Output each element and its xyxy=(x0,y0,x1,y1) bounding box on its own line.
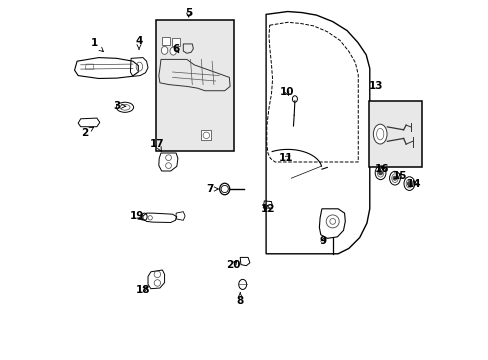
Bar xyxy=(368,101,421,167)
Text: 15: 15 xyxy=(392,171,407,181)
Text: 13: 13 xyxy=(368,81,383,91)
Ellipse shape xyxy=(373,124,386,144)
Text: 12: 12 xyxy=(260,204,275,214)
Text: 6: 6 xyxy=(172,44,180,54)
Text: 16: 16 xyxy=(374,164,388,174)
Text: 17: 17 xyxy=(150,139,164,152)
Text: 20: 20 xyxy=(226,260,241,270)
Text: 9: 9 xyxy=(319,236,326,246)
Bar xyxy=(201,130,211,140)
Circle shape xyxy=(392,176,396,180)
Text: 3: 3 xyxy=(113,101,126,111)
Ellipse shape xyxy=(376,128,383,140)
Bar xyxy=(162,37,169,45)
Text: 4: 4 xyxy=(135,36,142,49)
Circle shape xyxy=(378,171,382,175)
Bar xyxy=(156,20,233,151)
Text: 19: 19 xyxy=(130,211,144,221)
Ellipse shape xyxy=(170,47,176,55)
Text: 11: 11 xyxy=(278,153,292,163)
Text: 1: 1 xyxy=(90,38,103,51)
Text: 7: 7 xyxy=(206,184,218,194)
Ellipse shape xyxy=(161,46,167,54)
Text: 8: 8 xyxy=(236,293,244,306)
Text: 2: 2 xyxy=(81,127,93,138)
Bar xyxy=(171,38,179,46)
Text: 5: 5 xyxy=(184,8,192,18)
Text: 14: 14 xyxy=(407,179,421,189)
Text: 10: 10 xyxy=(279,87,294,97)
Circle shape xyxy=(407,182,410,185)
Text: 18: 18 xyxy=(136,285,150,295)
